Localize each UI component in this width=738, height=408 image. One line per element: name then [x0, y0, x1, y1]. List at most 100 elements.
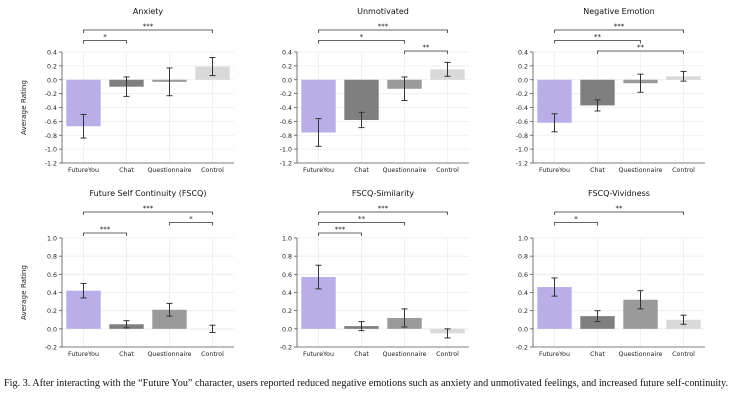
- significance-label: ***: [378, 23, 389, 31]
- y-tick-label: -0.2: [280, 91, 292, 98]
- significance-bracket: [318, 40, 405, 44]
- figure-grid: -1.2 -1.0 -0.8 -0.6 -0.4 -0.2 0.0 0.2 0.4 FutureY…: [19, 7, 705, 358]
- y-tick-label: 0.8: [47, 254, 57, 261]
- significance-label: *: [189, 215, 193, 223]
- y-tick-label: 0.0: [518, 77, 528, 84]
- y-tick-label: 1.0: [282, 236, 292, 243]
- bar-chat: [580, 316, 615, 329]
- significance-label: ***: [100, 226, 111, 234]
- y-tick-label: 0.2: [47, 308, 57, 315]
- significance-label: **: [637, 44, 645, 52]
- x-tick-label: Control: [201, 167, 224, 174]
- chart-title: Anxiety: [133, 7, 164, 16]
- significance-bracket: [318, 211, 448, 215]
- significance-label: ***: [335, 226, 346, 234]
- y-tick-label: 0.6: [282, 272, 292, 279]
- significance-label: ***: [614, 23, 625, 31]
- x-tick-label: Control: [201, 351, 224, 358]
- y-tick-label: 0.4: [518, 50, 528, 57]
- y-tick-label: 0.0: [47, 77, 57, 84]
- chart-panel: -1.2 -1.0 -0.8 -0.6 -0.4 -0.2 0.0 0.2 0.4 FutureY…: [280, 7, 469, 174]
- y-tick-label: -0.2: [280, 345, 292, 352]
- significance-bracket: [169, 222, 213, 226]
- chart-panel: -0.2 0.0 0.2 0.4 0.6 0.8 1.0 FutureYou Chat Quest…: [19, 189, 234, 358]
- x-tick-label: Questionnaire: [618, 167, 662, 174]
- x-tick-label: FutureYou: [539, 351, 570, 358]
- y-tick-label: 1.0: [518, 236, 528, 243]
- y-tick-label: 0.4: [282, 290, 292, 297]
- x-tick-label: Control: [436, 167, 459, 174]
- y-tick-label: -1.2: [280, 161, 292, 168]
- y-tick-label: -0.8: [45, 133, 57, 140]
- x-tick-label: Questionnaire: [147, 351, 191, 358]
- y-tick-label: -0.8: [516, 133, 528, 140]
- x-tick-label: Control: [672, 351, 695, 358]
- y-tick-label: 0.4: [282, 50, 292, 57]
- x-tick-label: Chat: [119, 167, 134, 174]
- significance-label: **: [423, 44, 431, 52]
- x-tick-label: Chat: [590, 167, 605, 174]
- x-tick-label: FutureYou: [539, 167, 570, 174]
- chart-panel: -1.2 -1.0 -0.8 -0.6 -0.4 -0.2 0.0 0.2 0.4 FutureY…: [19, 7, 234, 174]
- y-tick-label: 0.0: [47, 326, 57, 333]
- chart-panel: -0.2 0.0 0.2 0.4 0.6 0.8 1.0 FutureYou Chat Quest…: [516, 189, 705, 358]
- significance-bracket: [554, 40, 641, 44]
- x-tick-label: Control: [672, 167, 695, 174]
- significance-bracket: [554, 29, 684, 33]
- bar-questionnaire: [152, 309, 187, 329]
- y-tick-label: 0.6: [47, 272, 57, 279]
- significance-bracket: [404, 50, 448, 54]
- significance-bracket: [318, 29, 448, 33]
- significance-label: **: [358, 215, 366, 223]
- y-tick-label: -0.2: [516, 91, 528, 98]
- significance-label: *: [574, 215, 578, 223]
- x-tick-label: Questionnaire: [382, 351, 426, 358]
- y-tick-label: 1.0: [47, 236, 57, 243]
- chart-title: Negative Emotion: [583, 7, 655, 16]
- y-tick-label: 0.0: [282, 77, 292, 84]
- significance-label: **: [616, 205, 624, 213]
- y-tick-label: 0.0: [282, 326, 292, 333]
- chart-title: Unmotivated: [357, 7, 409, 16]
- significance-label: ***: [378, 205, 389, 213]
- y-tick-label: -1.2: [45, 161, 57, 168]
- x-tick-label: Questionnaire: [618, 351, 662, 358]
- significance-bracket: [597, 50, 684, 54]
- y-tick-label: -1.2: [516, 161, 528, 168]
- chart-title: FSCQ-Similarity: [352, 189, 415, 198]
- y-tick-label: -0.4: [280, 105, 292, 112]
- y-tick-label: -0.6: [280, 119, 292, 126]
- y-tick-label: 0.4: [47, 290, 57, 297]
- y-tick-label: -0.6: [45, 119, 57, 126]
- y-tick-label: -0.4: [45, 105, 57, 112]
- y-tick-label: -1.0: [280, 147, 292, 154]
- significance-bracket: [554, 211, 684, 215]
- chart-panel: -1.2 -1.0 -0.8 -0.6 -0.4 -0.2 0.0 0.2 0.4 FutureY…: [516, 7, 705, 174]
- y-tick-label: -1.0: [45, 147, 57, 154]
- x-tick-label: FutureYou: [303, 351, 334, 358]
- y-tick-label: 0.4: [518, 290, 528, 297]
- x-tick-label: Chat: [590, 351, 605, 358]
- x-tick-label: Questionnaire: [147, 167, 191, 174]
- significance-bracket: [318, 232, 362, 236]
- x-tick-label: Chat: [119, 351, 134, 358]
- x-tick-label: Chat: [354, 351, 369, 358]
- y-tick-label: -0.2: [45, 345, 57, 352]
- chart-title: Future Self Continuity (FSCQ): [90, 189, 207, 198]
- y-axis-label: Average Rating: [19, 265, 28, 320]
- y-tick-label: 0.8: [282, 254, 292, 261]
- y-tick-label: -0.6: [516, 119, 528, 126]
- y-tick-label: 0.6: [518, 272, 528, 279]
- significance-bracket: [83, 40, 127, 44]
- y-tick-label: 0.2: [518, 308, 528, 315]
- y-tick-label: -0.4: [516, 105, 528, 112]
- y-tick-label: -0.8: [280, 133, 292, 140]
- y-tick-label: -0.2: [45, 91, 57, 98]
- y-tick-label: 0.2: [282, 308, 292, 315]
- significance-bracket: [318, 222, 405, 226]
- y-axis-label: Average Rating: [19, 80, 28, 135]
- significance-label: ***: [143, 23, 154, 31]
- y-tick-label: 0.2: [518, 63, 528, 70]
- chart-title: FSCQ-Vividness: [588, 189, 650, 198]
- significance-bracket: [83, 29, 213, 33]
